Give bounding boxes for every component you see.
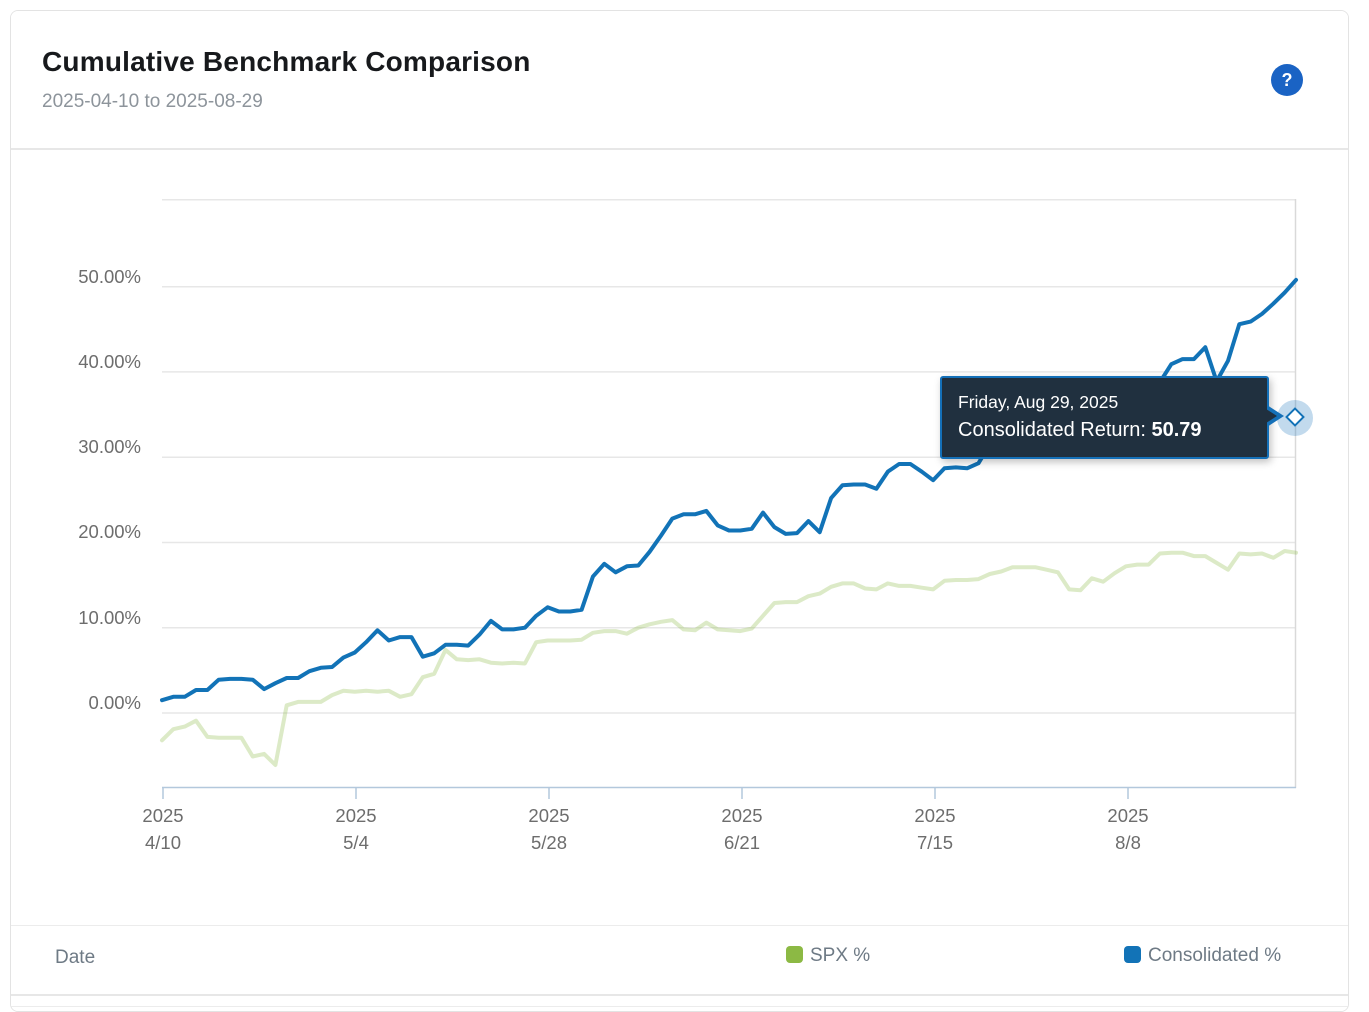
legend-item-consolidated[interactable]: Consolidated % <box>1124 945 1281 969</box>
y-axis-tick-label: 20.00% <box>78 521 141 542</box>
help-icon[interactable]: ? <box>1271 64 1303 96</box>
benchmark-comparison-card: Cumulative Benchmark Comparison 2025-04-… <box>10 10 1349 1012</box>
y-axis-tick-label: 10.00% <box>78 607 141 628</box>
tooltip-value-line: Consolidated Return: 50.79 <box>958 415 1252 445</box>
consolidated-legend-label: Consolidated % <box>1148 945 1282 966</box>
date-range-subtitle: 2025-04-10 to 2025-08-29 <box>42 91 263 112</box>
x-axis-tick-label: 2025 6/21 <box>721 805 763 853</box>
footer-divider-top <box>11 925 1348 926</box>
spx-legend-swatch <box>786 946 803 963</box>
page-title: Cumulative Benchmark Comparison <box>42 46 531 77</box>
tooltip-date: Friday, Aug 29, 2025 <box>958 392 1119 412</box>
x-axis-tick-label: 2025 4/10 <box>142 805 184 853</box>
footer-divider-bottom <box>11 994 1348 996</box>
card-bottom-edge <box>11 1006 1348 1007</box>
table-header-row: Date SPX % Consolidated % <box>11 925 1348 1011</box>
y-axis-tick-label: 50.00% <box>78 266 141 287</box>
spx-legend-label: SPX % <box>810 945 871 966</box>
y-axis-tick-label: 40.00% <box>78 351 141 372</box>
x-axis-tick-label: 2025 5/28 <box>528 805 570 853</box>
series-line-consolidated[interactable] <box>160 277 1298 703</box>
y-axis-tick-label: 30.00% <box>78 436 141 457</box>
consolidated-legend-swatch <box>1124 946 1141 963</box>
plot-svg[interactable] <box>160 199 1298 799</box>
y-axis-tick-label: 0.00% <box>88 692 141 713</box>
chart-area[interactable]: 50.00% 40.00% 30.00% 20.00% 10.00% 0.00% 2025… <box>11 150 1348 925</box>
x-axis-tick-label: 2025 7/15 <box>914 805 956 853</box>
x-axis-tick-label: 2025 5/4 <box>335 805 377 853</box>
x-axis-tick-label: 2025 8/8 <box>1107 805 1149 853</box>
legend-item-spx[interactable]: SPX % <box>786 945 870 969</box>
card-header: Cumulative Benchmark Comparison 2025-04-… <box>11 11 1348 150</box>
tooltip-label: Consolidated Return: <box>958 419 1152 441</box>
series-line-spx[interactable] <box>160 549 1298 767</box>
header-divider <box>11 148 1348 150</box>
date-column-label: Date <box>55 947 96 968</box>
tooltip-value: 50.79 <box>1151 419 1202 441</box>
chart-tooltip: Friday, Aug 29, 2025 Consolidated Return… <box>940 376 1284 459</box>
